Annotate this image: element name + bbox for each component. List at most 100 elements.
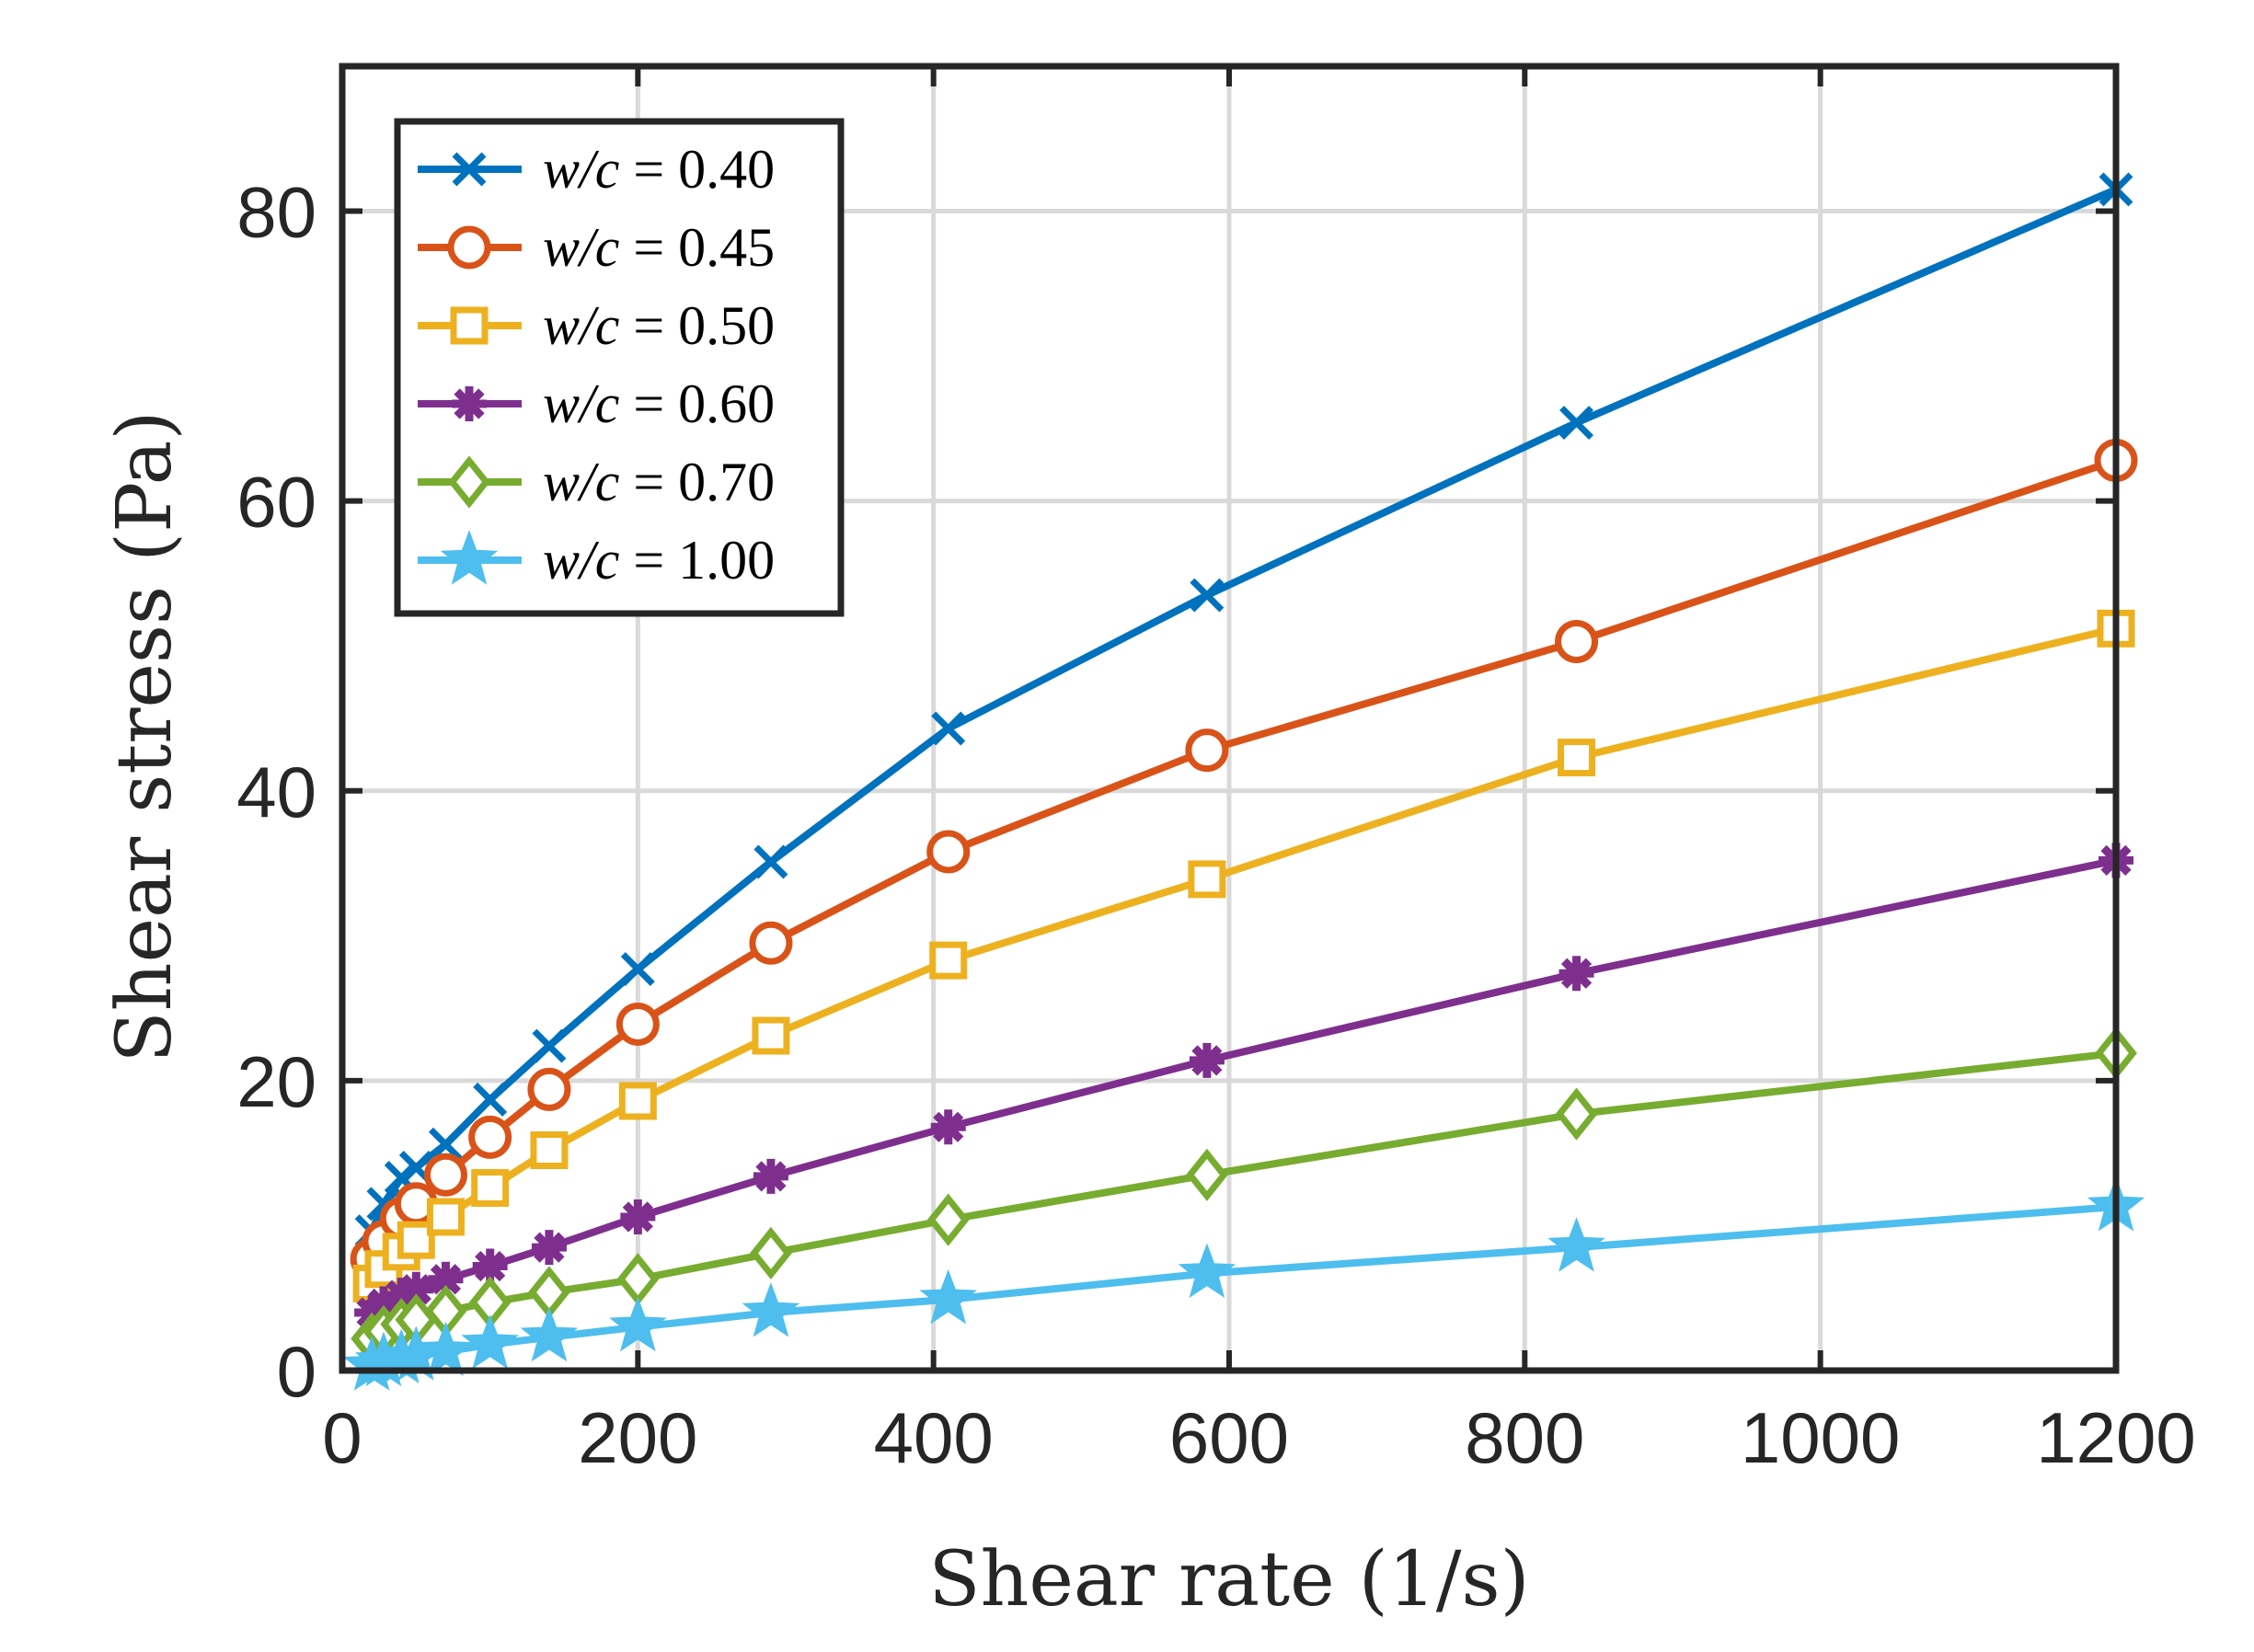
- y-tick-label: 20: [236, 1041, 316, 1122]
- data-point: [384, 1278, 420, 1314]
- data-point: [450, 306, 489, 345]
- legend-entry: w/c = 0.60: [418, 373, 775, 434]
- legend-entry: w/c = 0.50: [418, 295, 775, 356]
- data-point: [1185, 728, 1229, 773]
- data-point: [532, 1028, 567, 1063]
- x-tick-label: 800: [1465, 1397, 1584, 1478]
- data-point: [750, 1226, 792, 1279]
- x-tick-label: 1000: [1741, 1397, 1901, 1478]
- data-point: [531, 1230, 567, 1266]
- x-axis-title: Shear rate (1/s): [928, 1536, 1529, 1623]
- legend-label: w/c = 1.00: [543, 530, 775, 591]
- data-point: [452, 152, 487, 187]
- legend-entry: w/c = 1.00: [418, 530, 775, 591]
- legend-label-italic: w/c: [543, 373, 619, 434]
- data-point: [417, 1321, 475, 1377]
- legend-label: w/c = 0.40: [543, 139, 775, 200]
- legend-label: w/c = 0.50: [543, 295, 775, 356]
- x-tick-label: 200: [578, 1397, 697, 1478]
- y-tick-label: 60: [236, 462, 316, 543]
- legend-label-rest: = 0.45: [619, 217, 775, 278]
- data-point: [1558, 739, 1596, 777]
- data-point: [461, 1314, 519, 1370]
- legend-label-italic: w/c: [543, 530, 619, 591]
- data-point: [472, 1248, 508, 1284]
- data-point: [440, 530, 499, 585]
- data-point: [397, 1221, 435, 1259]
- x-tick-label: 600: [1169, 1397, 1289, 1478]
- data-point: [1555, 619, 1599, 663]
- data-point: [1189, 1042, 1225, 1078]
- data-point: [1559, 406, 1594, 441]
- data-point: [452, 386, 487, 421]
- data-point: [520, 1306, 579, 1362]
- data-point: [527, 1067, 571, 1111]
- data-point: [398, 1271, 434, 1307]
- legend-label: w/c = 0.70: [543, 452, 775, 512]
- data-point: [1186, 1148, 1228, 1201]
- legend-box: [394, 118, 845, 617]
- data-point: [468, 1115, 512, 1159]
- data-point: [1190, 578, 1225, 613]
- data-point: [926, 1193, 970, 1246]
- axes-frame: [339, 63, 2120, 1374]
- series-layer: [342, 172, 2145, 1391]
- x-tick-label: 0: [322, 1397, 362, 1478]
- y-tick-label: 40: [236, 751, 316, 832]
- x-tick-label: 400: [874, 1397, 994, 1478]
- data-point: [428, 1127, 463, 1162]
- legend-entry: w/c = 0.45: [418, 217, 775, 278]
- data-point: [447, 225, 491, 270]
- data-point: [365, 1286, 401, 1322]
- legend-label-rest: = 0.50: [619, 295, 775, 356]
- data-point: [1555, 1087, 1598, 1141]
- data-point: [530, 1131, 569, 1170]
- x-tick-label: 1200: [2036, 1397, 2196, 1478]
- legend-label-italic: w/c: [543, 295, 619, 356]
- data-point: [749, 921, 793, 965]
- data-point: [428, 1261, 464, 1297]
- data-point: [752, 1016, 790, 1055]
- y-axis-title: Shear stress (Pa): [101, 410, 189, 1062]
- y-tick-label: 0: [277, 1331, 316, 1412]
- legend-label-italic: w/c: [543, 217, 619, 278]
- data-point: [473, 1082, 508, 1117]
- legend-entry: w/c = 0.70: [418, 452, 775, 512]
- legend-label-italic: w/c: [543, 139, 619, 200]
- legend-label-rest: = 0.40: [619, 139, 775, 200]
- legend-entry: w/c = 0.40: [418, 139, 775, 200]
- data-point: [742, 1282, 800, 1337]
- data-point: [423, 1153, 467, 1197]
- legend-label-rest: = 1.00: [619, 530, 775, 591]
- data-point: [1178, 1243, 1236, 1299]
- data-point: [919, 1268, 978, 1325]
- series-2: [352, 609, 2135, 1302]
- data-point: [471, 1168, 510, 1207]
- data-point: [620, 952, 655, 987]
- legend: w/c = 0.40w/c = 0.45w/c = 0.50w/c = 0.60…: [394, 118, 845, 617]
- data-point: [448, 455, 490, 509]
- data-point: [753, 844, 788, 879]
- data-point: [753, 1158, 788, 1194]
- data-point: [931, 711, 966, 746]
- data-point: [426, 1198, 465, 1236]
- data-point: [1547, 1217, 1605, 1272]
- tick-labels: 0 200 400 600 800 1000 1200 0 20 40 60 80: [236, 172, 2196, 1478]
- data-point: [618, 1082, 657, 1120]
- data-point: [615, 1002, 660, 1046]
- legend-label: w/c = 0.60: [543, 373, 775, 434]
- legend-label-rest: = 0.60: [619, 373, 775, 434]
- data-point: [1558, 956, 1594, 992]
- legend-label-rest: = 0.70: [619, 452, 775, 512]
- data-point: [930, 1109, 966, 1145]
- data-point: [926, 830, 971, 874]
- data-point: [1188, 860, 1226, 899]
- data-point: [609, 1296, 667, 1352]
- legend-label: w/c = 0.45: [543, 217, 775, 278]
- data-point: [620, 1199, 656, 1234]
- y-tick-label: 80: [236, 172, 316, 253]
- data-point: [929, 941, 968, 980]
- legend-label-italic: w/c: [543, 452, 619, 512]
